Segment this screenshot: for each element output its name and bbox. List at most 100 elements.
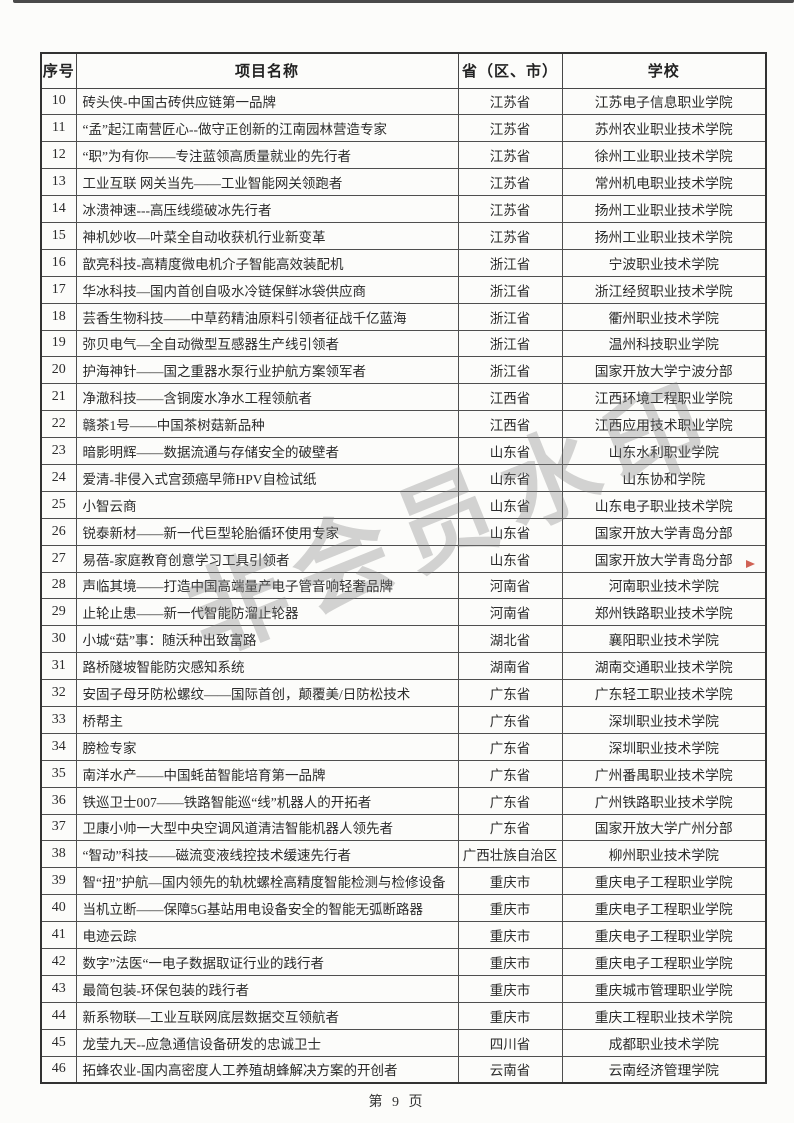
table-row: 34 膀检专家 广东省 深圳职业技术学院 [40,732,767,761]
header-province: 省（区、市） [457,52,563,89]
cell-school: 重庆城市管理职业学院 [561,974,767,1003]
cell-province: 重庆市 [457,948,563,976]
cell-school: 重庆电子工程职业学院 [561,867,767,896]
cell-no: 28 [40,571,77,600]
cell-project: 当机立断——保障5G基站用电设备安全的智能无弧断路器 [75,894,459,923]
cell-project: 声临其境——打造中国高端量产电子管音响轻奢品牌 [75,571,459,600]
cell-no: 17 [40,275,77,304]
cell-province: 云南省 [457,1055,563,1084]
cell-school: 襄阳职业技术学院 [561,625,767,654]
cell-no: 15 [40,221,77,250]
cell-province: 重庆市 [457,867,563,896]
table-row: 15 神机妙收—叶菜全自动收获机行业新变革 江苏省 扬州工业职业技术学院 [40,221,767,250]
cell-project: 铁巡卫士007——铁路智能巡“线”机器人的开拓者 [75,786,459,815]
cell-school: 湖南交通职业技术学院 [561,652,767,681]
cell-no: 18 [40,302,77,331]
cell-project: 智“扭”护航—国内领先的轨枕螺栓高精度智能检测与检修设备 [75,867,459,896]
cell-province: 广东省 [457,705,563,734]
cell-school: 广东轻工职业技术学院 [561,679,767,707]
cell-project: 电迹云踪 [75,921,459,949]
table-row: 16 歆亮科技-高精度微电机介子智能高效装配机 浙江省 宁波职业技术学院 [40,248,767,277]
cell-project: 最简包装-环保包装的践行者 [75,974,459,1003]
table-row: 32 安固子母牙防松螺纹——国际首创，颠覆美/日防松技术 广东省 广东轻工职业技术学院 [40,679,767,707]
table-row: 23 暗影明辉——数据流通与存储安全的破壁者 山东省 山东水利职业学院 [40,437,767,465]
cell-school: 河南职业技术学院 [561,571,767,600]
table-row: 36 铁巡卫士007——铁路智能巡“线”机器人的开拓者 广东省 广州铁路职业技术学院 [40,786,767,815]
table-row: 24 爱清-非侵入式宫颈癌早筛HPV自检试纸 山东省 山东协和学院 [40,463,767,492]
cell-project: 工业互联 网关当先——工业智能网关领跑者 [75,168,459,197]
table-row: 43 最简包装-环保包装的践行者 重庆市 重庆城市管理职业学院 [40,974,767,1003]
cell-province: 重庆市 [457,974,563,1003]
cell-no: 19 [40,329,77,358]
cell-project: 护海神针——国之重器水泵行业护航方案领军者 [75,356,459,385]
cell-school: 重庆工程职业技术学院 [561,1001,767,1030]
cell-no: 36 [40,786,77,815]
cell-province: 广东省 [457,732,563,761]
cell-school: 江西应用技术职业学院 [561,410,767,439]
cell-province: 江苏省 [457,114,563,143]
cell-project: “智动”科技——磁流变液线控技术缓速先行者 [75,840,459,869]
cell-project: 桥帮主 [75,705,459,734]
table-row: 10 砖头侠-中国古砖供应链第一品牌 江苏省 江苏电子信息职业学院 [40,87,767,116]
cell-province: 江西省 [457,383,563,412]
table-row: 39 智“扭”护航—国内领先的轨枕螺栓高精度智能检测与检修设备 重庆市 重庆电子工程职… [40,867,767,896]
cell-no: 33 [40,705,77,734]
cell-province: 浙江省 [457,248,563,277]
scan-artifact-red-mark [746,560,755,568]
cell-no: 37 [40,813,77,842]
cell-no: 34 [40,732,77,761]
cell-no: 20 [40,356,77,385]
cell-province: 山东省 [457,463,563,492]
cell-school: 山东协和学院 [561,463,767,492]
cell-no: 46 [40,1055,77,1084]
cell-school: 徐州工业职业技术学院 [561,141,767,170]
cell-no: 35 [40,759,77,788]
cell-school: 扬州工业职业技术学院 [561,195,767,223]
cell-project: 易蓓-家庭教育创意学习工具引领者 [75,544,459,573]
table-row: 25 小智云商 山东省 山东电子职业技术学院 [40,490,767,519]
table-row: 20 护海神针——国之重器水泵行业护航方案领军者 浙江省 国家开放大学宁波分部 [40,356,767,385]
table-row: 19 弥贝电气—全自动微型互感器生产线引领者 浙江省 温州科技职业学院 [40,329,767,358]
cell-project: 歆亮科技-高精度微电机介子智能高效装配机 [75,248,459,277]
cell-no: 43 [40,974,77,1003]
cell-province: 江苏省 [457,195,563,223]
cell-project: 冰溃神速---高压线缆破冰先行者 [75,195,459,223]
cell-no: 27 [40,544,77,573]
table-row: 12 “职”为有你——专注蓝领高质量就业的先行者 江苏省 徐州工业职业技术学院 [40,141,767,170]
cell-school: 苏州农业职业技术学院 [561,114,767,143]
cell-province: 河南省 [457,598,563,627]
cell-project: 暗影明辉——数据流通与存储安全的破壁者 [75,437,459,465]
cell-province: 广西壮族自治区 [457,840,563,869]
cell-province: 山东省 [457,437,563,465]
cell-project: 爱清-非侵入式宫颈癌早筛HPV自检试纸 [75,463,459,492]
table-row: 33 桥帮主 广东省 深圳职业技术学院 [40,705,767,734]
cell-province: 重庆市 [457,894,563,923]
table-row: 26 锐泰新材——新一代巨型轮胎循环使用专家 山东省 国家开放大学青岛分部 [40,517,767,546]
cell-school: 重庆电子工程职业学院 [561,921,767,949]
cell-project: 安固子母牙防松螺纹——国际首创，颠覆美/日防松技术 [75,679,459,707]
header-row: 序号 项目名称 省（区、市） 学校 [40,52,767,89]
table-row: 37 卫康小帅一大型中央空调风道清洁智能机器人领先者 广东省 国家开放大学广州分部 [40,813,767,842]
table-row: 22 赣茶1号——中国茶树菇新品种 江西省 江西应用技术职业学院 [40,410,767,439]
table-row: 40 当机立断——保障5G基站用电设备安全的智能无弧断路器 重庆市 重庆电子工程职业学… [40,894,767,923]
cell-province: 江西省 [457,410,563,439]
cell-project: 拓蜂农业-国内高密度人工养殖胡蜂解决方案的开创者 [75,1055,459,1084]
cell-school: 深圳职业技术学院 [561,732,767,761]
header-no: 序号 [40,52,77,89]
cell-school: 深圳职业技术学院 [561,705,767,734]
cell-school: 成都职业技术学院 [561,1028,767,1057]
cell-project: “职”为有你——专注蓝领高质量就业的先行者 [75,141,459,170]
cell-province: 浙江省 [457,329,563,358]
cell-province: 河南省 [457,571,563,600]
cell-no: 24 [40,463,77,492]
table-row: 18 芸香生物科技——中草药精油原料引领者征战千亿蓝海 浙江省 衢州职业技术学院 [40,302,767,331]
cell-no: 30 [40,625,77,654]
cell-school: 山东水利职业学院 [561,437,767,465]
header-project-name: 项目名称 [75,52,459,89]
cell-school: 国家开放大学宁波分部 [561,356,767,385]
cell-school: 国家开放大学青岛分部 [561,517,767,546]
table-row: 11 “孟”起江南营匠心--做守正创新的江南园林营造专家 江苏省 苏州农业职业技术学院 [40,114,767,143]
cell-project: 砖头侠-中国古砖供应链第一品牌 [75,87,459,116]
cell-project: 止轮止患——新一代智能防溜止轮器 [75,598,459,627]
